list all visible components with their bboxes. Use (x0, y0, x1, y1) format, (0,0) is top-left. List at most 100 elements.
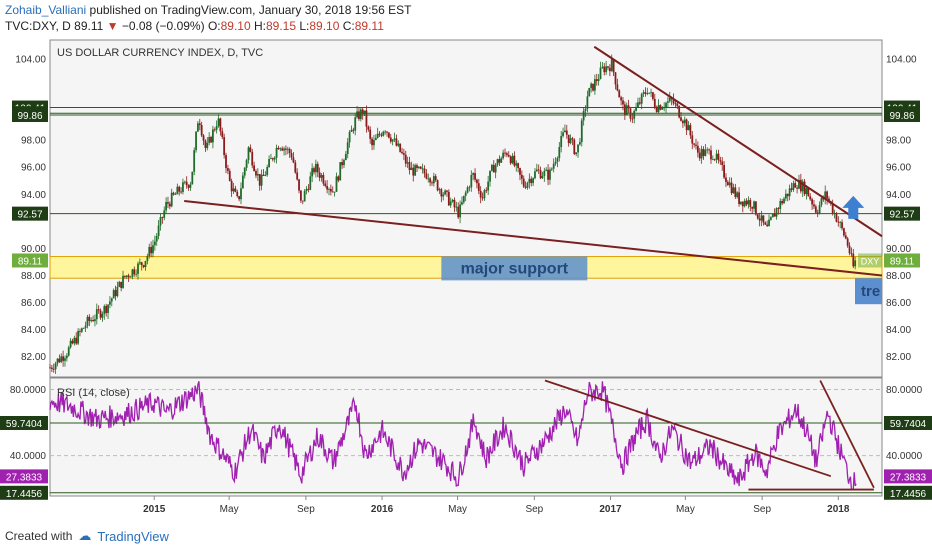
candle-body (831, 203, 834, 214)
candle-body (554, 161, 557, 164)
candle-body (732, 187, 735, 194)
candle-body (837, 221, 840, 223)
candle-body (839, 222, 842, 223)
candle-body (766, 224, 769, 227)
candle-body (155, 236, 158, 242)
candle-body (389, 137, 392, 142)
price-pane[interactable] (49, 39, 883, 378)
candle-body (228, 170, 231, 181)
up-arrow-icon[interactable] (842, 195, 865, 219)
candle-body (363, 110, 366, 115)
candle-body (337, 176, 340, 181)
candle-body (593, 79, 596, 91)
candle-body (268, 159, 270, 167)
candle-body (180, 191, 182, 193)
candle-body (397, 143, 400, 146)
candle-body (485, 190, 488, 192)
candle-body (745, 200, 748, 205)
candle-body (770, 217, 772, 220)
candle-body (275, 147, 278, 158)
candle-body (560, 136, 563, 148)
candle-body (661, 108, 664, 110)
candle-body (586, 96, 589, 109)
price-axis-label: 84.00 (886, 325, 911, 336)
candle-body (86, 316, 89, 326)
candle-body (462, 195, 465, 203)
candle-body (157, 225, 160, 237)
candle-body (537, 169, 540, 171)
candle-body (818, 205, 821, 214)
candle-body (131, 269, 134, 277)
candle-body (356, 111, 358, 118)
candle-body (318, 172, 321, 178)
candle-body (498, 159, 501, 163)
candle-body (137, 263, 139, 274)
candle-body (652, 92, 654, 99)
created-with-text: Created with (5, 529, 73, 543)
rsi-axis-label: 80.0000 (10, 385, 47, 396)
candle-body (431, 182, 433, 184)
candle-body (446, 190, 448, 192)
price-axis-label: 104.00 (886, 54, 917, 65)
candle-body (253, 165, 255, 171)
candle-body (365, 110, 368, 127)
candle-body (178, 186, 181, 192)
candle-body (672, 99, 675, 104)
candle-body (457, 206, 460, 218)
candle-body (638, 102, 641, 104)
candle-body (569, 138, 572, 144)
candle-body (99, 310, 102, 318)
candle-body (386, 131, 388, 133)
candle-body (371, 138, 373, 146)
candle-body (144, 261, 147, 268)
candle-body (567, 134, 570, 144)
candle-body (655, 107, 658, 112)
high-label: H: (253, 19, 266, 33)
candle-body (848, 245, 851, 254)
candle-body (75, 337, 78, 344)
rsi-line[interactable] (49, 381, 857, 491)
candle-body (436, 180, 439, 191)
candle-body (114, 290, 117, 297)
rsi-trendline[interactable] (819, 380, 875, 489)
candle-body (238, 196, 241, 200)
author-link[interactable]: Zohaib_Valliani (5, 3, 87, 17)
candle-body (288, 148, 291, 154)
candle-body (843, 228, 845, 236)
candle-body (573, 139, 576, 155)
candle-body (459, 204, 461, 218)
candle-body (755, 201, 757, 215)
candle-body (202, 135, 205, 141)
candle-body (225, 155, 227, 169)
price-trendline[interactable] (184, 200, 883, 277)
candle-body (854, 260, 857, 267)
support-label-box (441, 256, 588, 281)
price-trendline[interactable] (593, 45, 883, 238)
candle-body (526, 182, 529, 188)
rsi-pane[interactable] (49, 377, 883, 497)
candle-body (112, 290, 115, 299)
candle-body (470, 175, 473, 188)
candle-body (472, 173, 475, 176)
candle-body (266, 166, 269, 175)
candle-body (142, 265, 145, 268)
rsi-level-badge-label: 59.7404 (6, 419, 43, 430)
tradingview-brand-link[interactable]: TradingView (97, 528, 169, 544)
candle-body (504, 152, 506, 154)
candle-body (262, 174, 265, 176)
candle-body (756, 214, 759, 219)
candle-body (710, 150, 712, 160)
candle-body (273, 157, 276, 160)
symbol-label: TVC:DXY, D (5, 19, 71, 33)
rsi-trendline[interactable] (544, 379, 832, 478)
candle-body (404, 154, 407, 164)
candle-body (373, 140, 375, 146)
candle-body (193, 150, 196, 172)
candle-body (367, 126, 370, 130)
candle-body (123, 275, 126, 277)
candle-body (528, 178, 531, 183)
candle-body (378, 133, 381, 135)
candle-body (183, 181, 186, 183)
symbol-tag: DXY (861, 256, 880, 266)
